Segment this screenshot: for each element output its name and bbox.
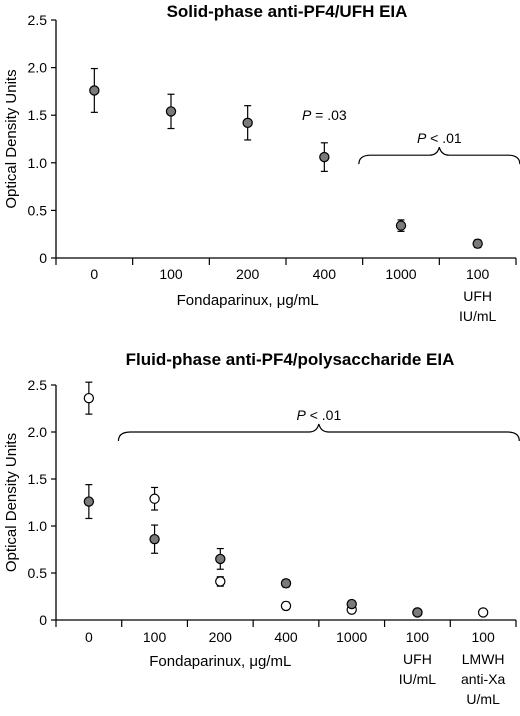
data-point-open (280, 600, 292, 612)
data-point-filled (215, 553, 226, 565)
x-tick-label: 200 (236, 266, 260, 282)
p-value-annotation: P < .01 (417, 130, 462, 146)
x-tick-sublabel-line: IU/mL (399, 671, 437, 687)
x-tick-label: 100 (143, 629, 167, 645)
x-axis-label: Fondaparinux, μg/mL (149, 653, 291, 670)
p-value: < .01 (426, 130, 462, 146)
significance-bracket (358, 147, 520, 165)
data-point-filled (165, 106, 177, 117)
data-point-filled (412, 607, 423, 618)
x-tick-sublabel-line: LMWH (462, 651, 505, 667)
significance-bracket (117, 423, 520, 442)
data-point-filled (472, 238, 483, 249)
p-value-annotation: P < .01 (296, 407, 341, 423)
x-tick-label: 100 (471, 629, 495, 645)
x-tick-label: 200 (209, 629, 233, 645)
x-tick-sublabel-line: anti-Xa (461, 671, 506, 687)
x-tick-sublabel: UFH IU/mL (459, 288, 497, 324)
p-symbol: P (302, 107, 312, 123)
data-point-filled (346, 598, 357, 610)
x-tick-label: 0 (85, 629, 93, 645)
y-tick-label: 1.5 (28, 107, 48, 123)
x-tick-sublabel: UFH IU/mL (399, 651, 437, 687)
x-axis-label: Fondaparinux, μg/mL (177, 292, 319, 309)
x-tick-label: 400 (313, 266, 337, 282)
y-tick-label: 2.0 (28, 60, 48, 76)
y-axis-label: Optical Density Units (3, 433, 20, 572)
p-value: < .01 (306, 407, 342, 423)
x-tick-label: 100 (159, 266, 183, 282)
data-point-filled (89, 85, 100, 96)
p-value-annotation: P = .03 (302, 107, 347, 123)
y-axis-label: Optical Density Units (3, 69, 20, 208)
x-tick-label: 0 (90, 266, 98, 282)
panel-bottom: Fluid-phase anti-PF4/polysaccharide EIA 0… (3, 350, 520, 707)
data-point-filled (319, 151, 330, 163)
y-tick-label: 2.5 (28, 377, 48, 393)
x-tick-sublabel-line: IU/mL (459, 308, 497, 324)
y-tick-label: 0.5 (28, 202, 48, 218)
data-point-open (477, 607, 489, 618)
data-point-filled (395, 220, 407, 231)
data-point-open (149, 493, 160, 504)
chart-title: Fluid-phase anti-PF4/polysaccharide EIA (126, 350, 455, 369)
data-point-open (215, 576, 226, 587)
chart-title: Solid-phase anti-PF4/UFH EIA (167, 2, 408, 21)
x-tick-label: 100 (406, 629, 430, 645)
p-symbol: P (417, 130, 427, 146)
data-point-open (83, 392, 95, 404)
y-tick-label: 1.0 (28, 518, 48, 534)
y-tick-label: 0 (39, 250, 47, 266)
x-tick-label: 400 (274, 629, 298, 645)
p-value: = .03 (311, 107, 347, 123)
y-tick-label: 1.5 (28, 471, 48, 487)
y-tick-label: 0 (39, 612, 47, 628)
data-point-filled (280, 578, 292, 589)
y-tick-label: 1.0 (28, 155, 48, 171)
x-tick-label: 1000 (336, 629, 367, 645)
x-tick-sublabel: LMWH anti-Xa U/mL (461, 651, 506, 707)
x-tick-label: 100 (466, 266, 490, 282)
data-point-filled (83, 496, 95, 507)
x-tick-sublabel-line: UFH (403, 651, 432, 667)
y-tick-label: 0.5 (28, 565, 48, 581)
data-point-filled (242, 117, 253, 129)
data-point-filled (149, 533, 160, 545)
y-tick-label: 2.0 (28, 424, 48, 440)
y-tick-label: 2.5 (28, 12, 48, 28)
x-tick-label: 1000 (385, 266, 416, 282)
p-symbol: P (296, 407, 306, 423)
x-tick-sublabel-line: UFH (463, 288, 492, 304)
panel-top: Solid-phase anti-PF4/UFH EIA 0 0.5 1.0 1.5 2.… (3, 2, 520, 324)
x-tick-sublabel-line: U/mL (466, 691, 500, 707)
